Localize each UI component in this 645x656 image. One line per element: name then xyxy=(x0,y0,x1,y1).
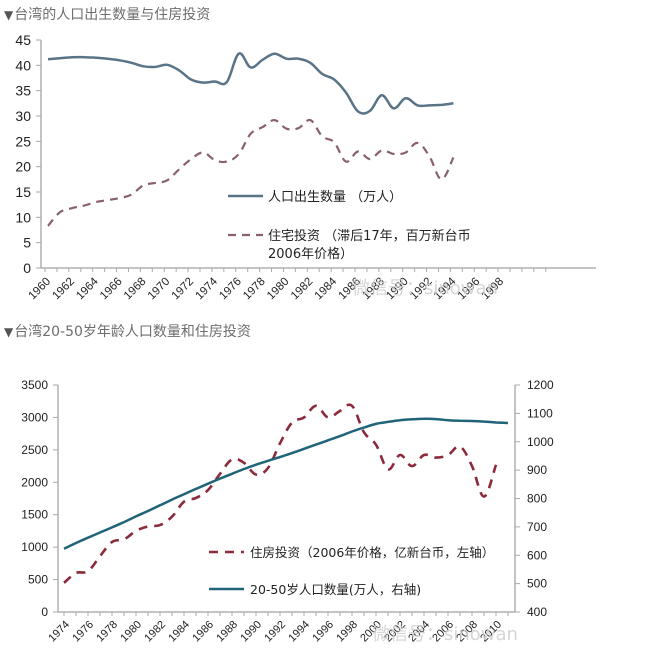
chart2-series-line-1 xyxy=(63,417,509,550)
chart2-right-y-tick-label: 900 xyxy=(527,463,547,477)
chart1-title-text: 台湾的人口出生数量与住房投资 xyxy=(14,7,211,23)
chart2-legend-population: 20-50岁人口数量(万人，右轴) xyxy=(250,582,421,597)
chart2-left-y-tick-label: 2000 xyxy=(21,475,48,489)
chart1-y-tick-label: 5 xyxy=(23,235,31,251)
chart2-x-tick-label: 1980 xyxy=(118,619,144,645)
chart2-x-tick-label: 1982 xyxy=(142,619,168,645)
chart1-y-tick-label: 30 xyxy=(15,108,31,124)
chart2-x-tick-label: 1988 xyxy=(214,619,240,645)
chart1-series-line-1 xyxy=(47,118,455,227)
chart2-x-tick-label: 1990 xyxy=(238,619,264,645)
chart1-y-tick-label: 45 xyxy=(15,32,31,48)
chart2-x-tick-label: 1994 xyxy=(286,619,312,645)
chart2-left-y-tick-label: 1500 xyxy=(21,508,48,522)
chart2-x-tick-label: 1984 xyxy=(166,619,192,645)
chart2-right-y-tick-label: 1000 xyxy=(527,435,554,449)
chart2-right-y-tick-label: 800 xyxy=(527,492,547,506)
chart2-right-y-tick-label: 1100 xyxy=(527,406,553,420)
chart2-title-text: 台湾20-50岁年龄人口数量和住房投资 xyxy=(14,324,251,340)
chart1-title: ▼台湾的人口出生数量与住房投资 xyxy=(4,4,210,24)
chart2-left-y-tick-label: 500 xyxy=(28,573,48,587)
chart2-left-y-tick-label: 1000 xyxy=(21,540,48,554)
chart1-y-tick-label: 35 xyxy=(15,83,31,99)
chart2-right-y-tick-label: 600 xyxy=(527,548,547,562)
chart1-legend-housing-line1: 住宅投资 （滞后17年，百万新台币 xyxy=(268,228,471,244)
chart1-legend-housing-line2: 2006年价格） xyxy=(268,246,353,262)
chart1-y-tick-label: 20 xyxy=(15,159,31,175)
chart1-y-tick-label: 10 xyxy=(15,209,31,225)
chart2-right-y-tick-label: 400 xyxy=(527,605,547,619)
watermark-2: 微信号：sinowan xyxy=(372,624,518,645)
chart1-birth-vs-housing: 0510152025303540451960196219641966196819… xyxy=(15,32,596,302)
chart2-x-tick-label: 1986 xyxy=(190,619,216,645)
chart2-right-y-tick-label: 1200 xyxy=(527,378,554,392)
chart2-left-y-tick-label: 2500 xyxy=(21,443,48,457)
chart1-y-tick-label: 40 xyxy=(15,57,31,73)
chart1-y-tick-label: 0 xyxy=(23,260,31,276)
chart2-legend-housing: 住房投资（2006年价格，亿新台币，左轴） xyxy=(250,545,494,560)
triangle-marker-icon: ▼ xyxy=(4,325,14,339)
chart1-legend-births: 人口出生数量 （万人） xyxy=(268,190,402,205)
chart2-left-y-tick-label: 0 xyxy=(41,605,48,619)
chart1-y-tick-label: 15 xyxy=(15,184,31,200)
chart2-left-y-tick-label: 3000 xyxy=(21,410,48,424)
chart2-series-line-0 xyxy=(63,403,498,584)
watermark-1: 微信号：sinowan xyxy=(352,278,498,299)
chart2-x-tick-label: 1992 xyxy=(262,619,288,645)
chart1-y-tick-label: 25 xyxy=(15,133,31,149)
chart2-left-y-tick-label: 3500 xyxy=(21,378,48,392)
chart2-right-y-tick-label: 500 xyxy=(527,577,547,591)
chart2-right-y-tick-label: 700 xyxy=(527,520,547,534)
chart2-x-tick-label: 1978 xyxy=(94,619,120,645)
triangle-marker-icon: ▼ xyxy=(4,8,14,22)
chart2-x-tick-label: 1996 xyxy=(310,619,336,645)
chart1-series-line-0 xyxy=(47,52,454,115)
chart2-x-tick-label: 1974 xyxy=(46,619,72,645)
chart2-title: ▼台湾20-50岁年龄人口数量和住房投资 xyxy=(4,321,251,341)
chart2-x-tick-label: 1998 xyxy=(334,619,360,645)
chart2-x-tick-label: 1976 xyxy=(70,619,96,645)
